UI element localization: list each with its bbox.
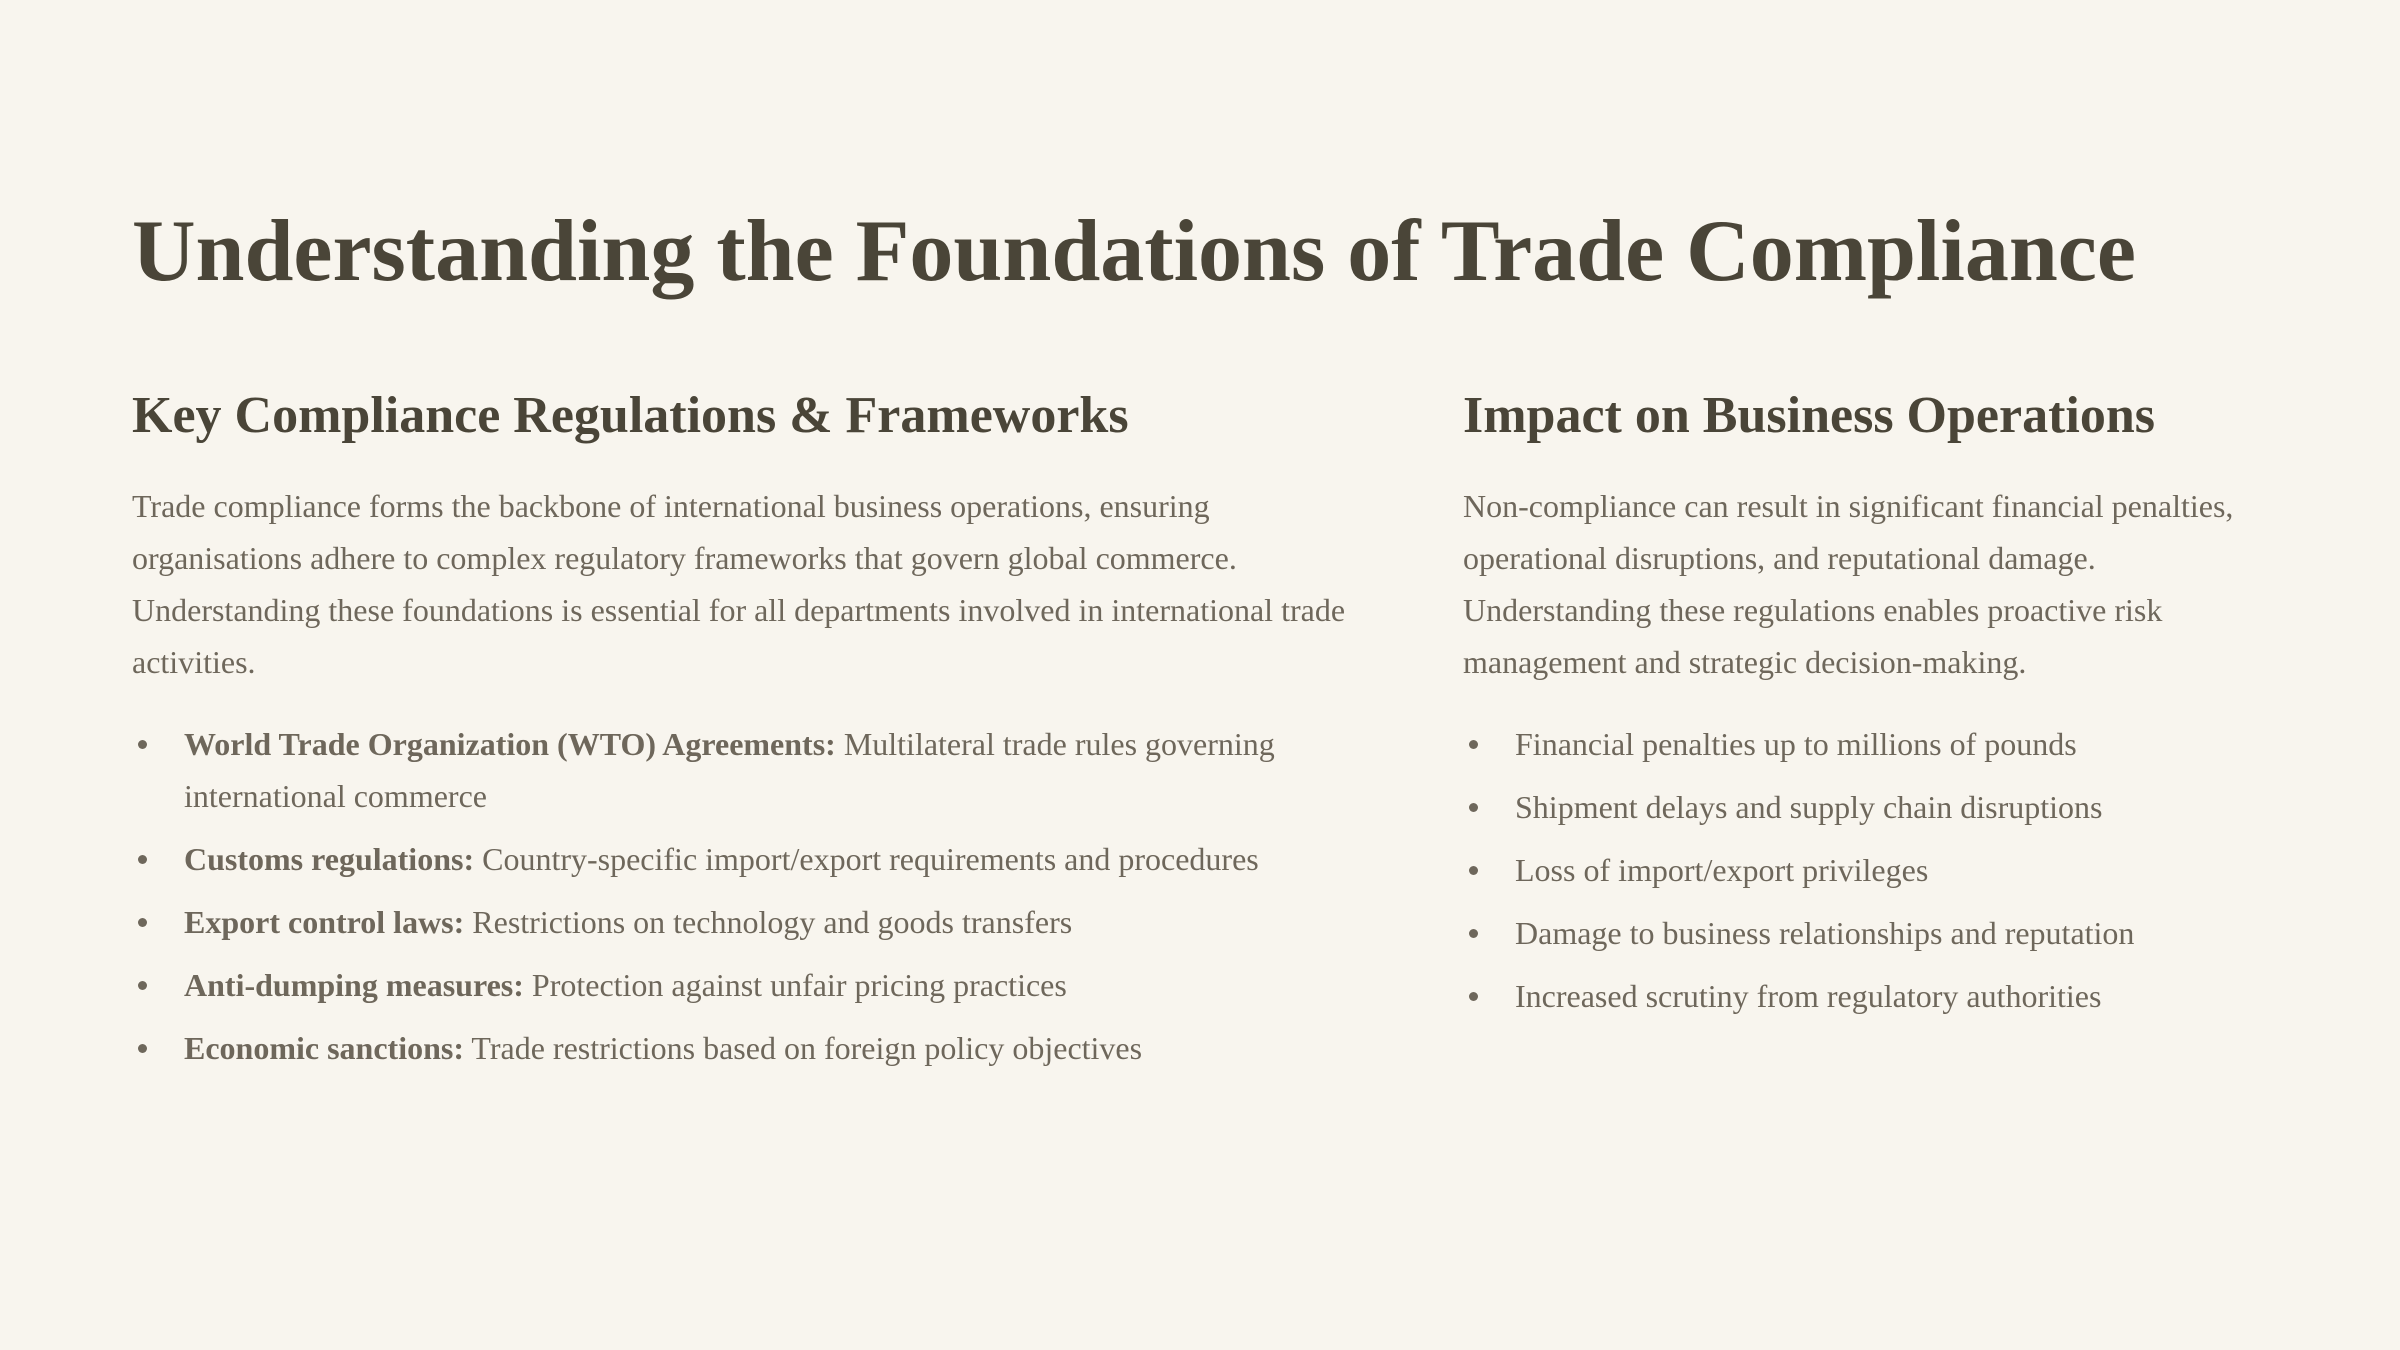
item-label: World Trade Organization (WTO) Agreement… bbox=[184, 726, 836, 762]
bullet-item: Economic sanctions: Trade restrictions b… bbox=[132, 1022, 1382, 1074]
item-label: Customs regulations: bbox=[184, 841, 475, 877]
right-column: Impact on Business Operations Non-compli… bbox=[1463, 384, 2243, 1033]
column-paragraph: Non-compliance can result in significant… bbox=[1463, 488, 2234, 680]
bullet-item: Customs regulations: Country-specific im… bbox=[132, 833, 1382, 885]
bullet-item: Financial penalties up to millions of po… bbox=[1463, 718, 2243, 770]
column-heading: Key Compliance Regulations & Frameworks bbox=[132, 387, 1129, 444]
column-paragraph: Trade compliance forms the backbone of i… bbox=[132, 488, 1346, 680]
item-label: Anti-dumping measures: bbox=[184, 967, 524, 1003]
item-text: Multilateral trade rules governing inter… bbox=[184, 726, 1275, 814]
bullet-item: World Trade Organization (WTO) Agreement… bbox=[132, 718, 1382, 822]
bullet-list: World Trade Organization (WTO) Agreement… bbox=[132, 718, 1382, 1074]
item-text: Restrictions on technology and goods tra… bbox=[472, 904, 1073, 940]
bullet-item: Export control laws: Restrictions on tec… bbox=[132, 896, 1382, 948]
bullet-item: Anti-dumping measures: Protection agains… bbox=[132, 959, 1382, 1011]
bullet-item: Shipment delays and supply chain disrupt… bbox=[1463, 781, 2243, 833]
bullet-list: Financial penalties up to millions of po… bbox=[1463, 718, 2243, 1022]
bullet-item: Increased scrutiny from regulatory autho… bbox=[1463, 970, 2243, 1022]
slide-title: Understanding the Foundations of Trade C… bbox=[132, 203, 2136, 300]
item-label: Economic sanctions: bbox=[184, 1030, 464, 1066]
left-column: Key Compliance Regulations & Frameworks … bbox=[132, 384, 1382, 1085]
column-heading: Impact on Business Operations bbox=[1463, 387, 2155, 444]
bullet-item: Loss of import/export privileges bbox=[1463, 844, 2243, 896]
item-label: Export control laws: bbox=[184, 904, 465, 940]
item-text: Protection against unfair pricing practi… bbox=[531, 967, 1067, 1003]
bullet-item: Damage to business relationships and rep… bbox=[1463, 907, 2243, 959]
item-text: Country-specific import/export requireme… bbox=[482, 841, 1259, 877]
item-text: Trade restrictions based on foreign poli… bbox=[471, 1030, 1143, 1066]
